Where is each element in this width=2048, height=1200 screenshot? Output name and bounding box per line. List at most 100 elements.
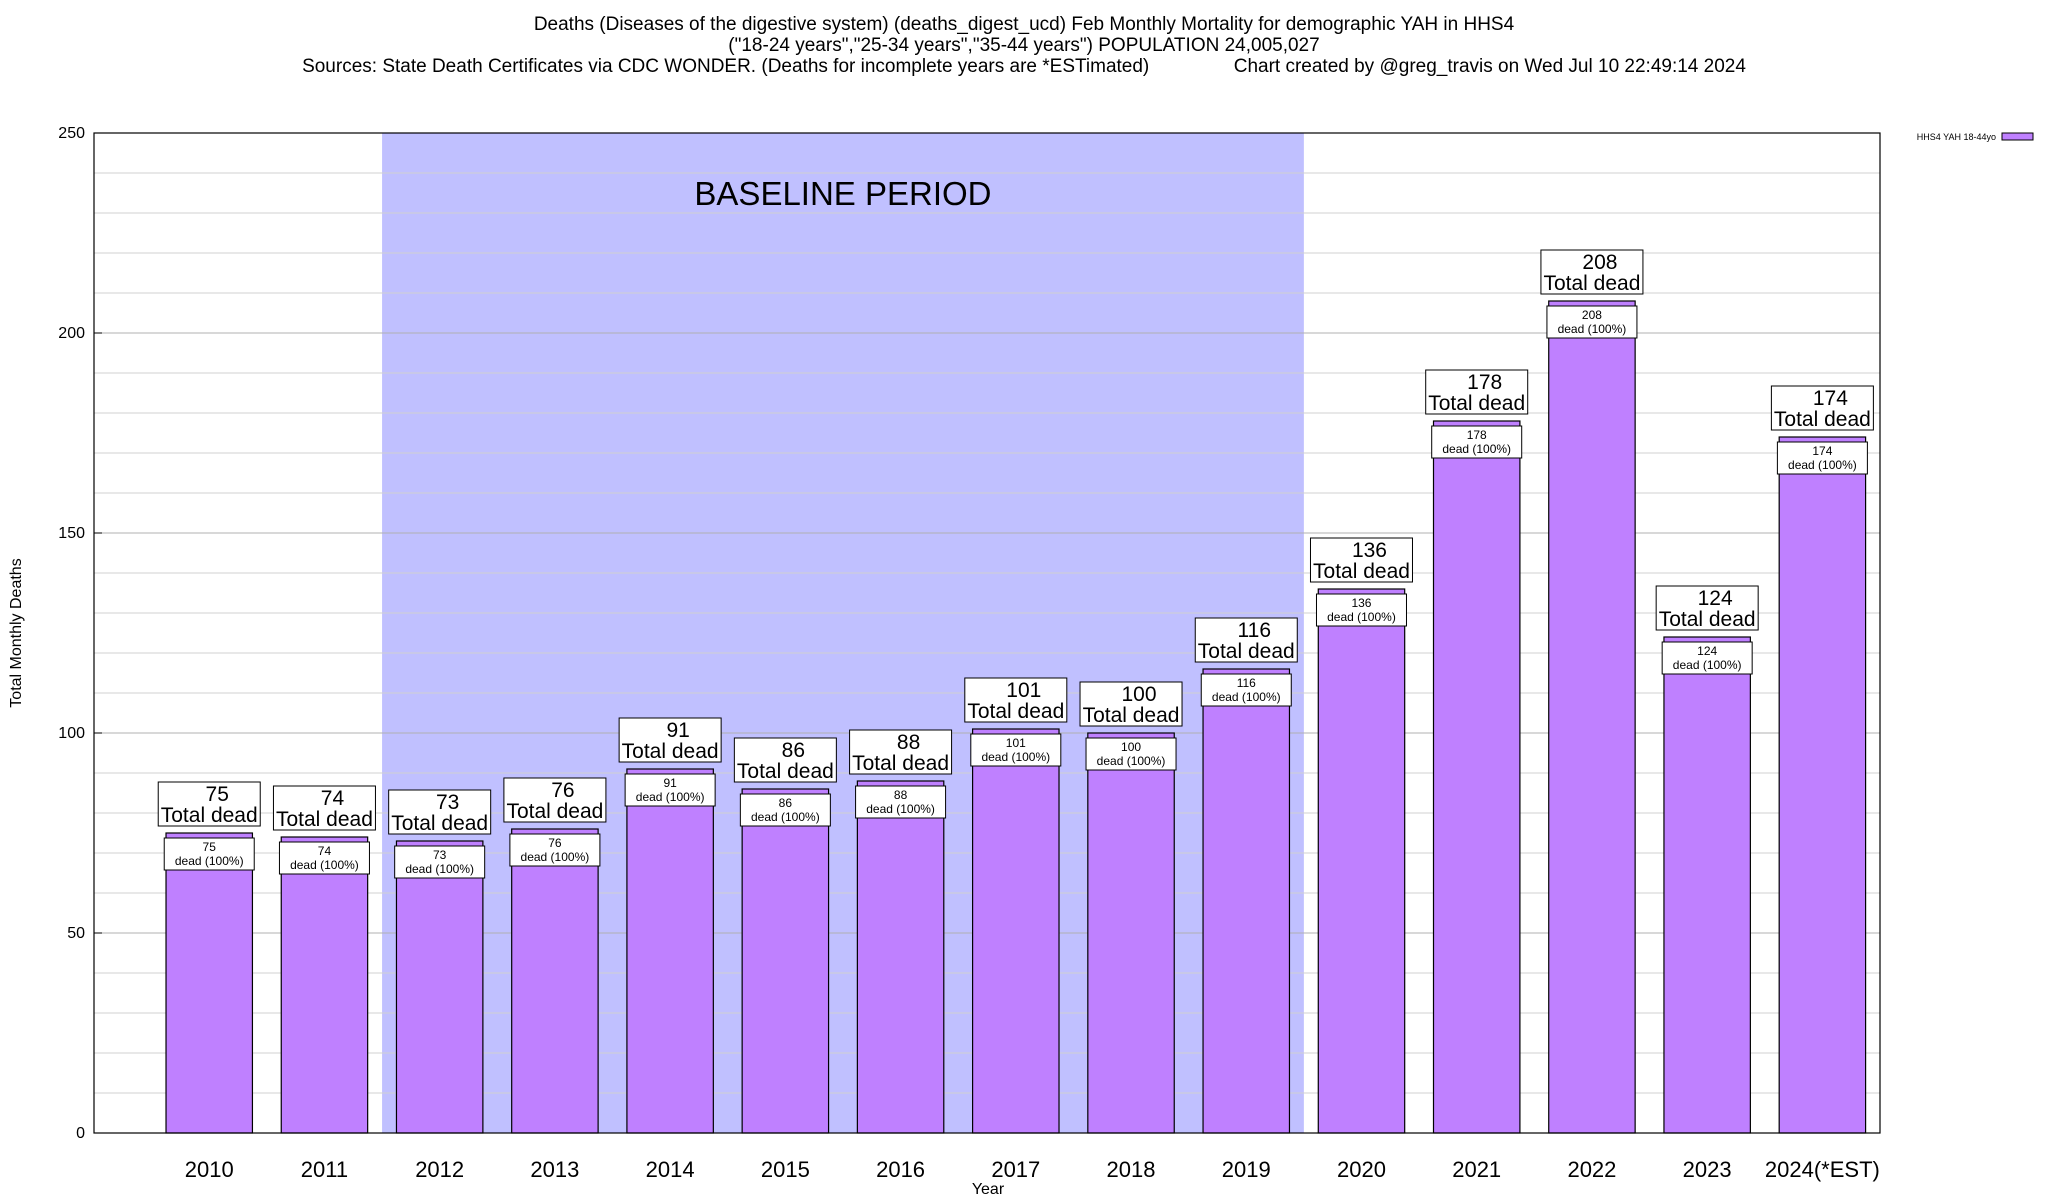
bar-inner-suffix: dead (100%): [1097, 754, 1166, 768]
bar: [511, 828, 599, 1134]
bar-inner-value: 124: [1697, 644, 1717, 658]
bar-total-value: 101: [1006, 679, 1041, 702]
bar-total-text: Total dead: [1428, 392, 1525, 415]
bar-inner-value: 136: [1351, 596, 1371, 610]
x-tick-label: 2017: [991, 1157, 1040, 1182]
bar-total-value: 75: [206, 783, 229, 806]
bar-total-value: 178: [1467, 371, 1502, 394]
bar-total-value: 74: [321, 787, 345, 810]
bar-total-value: 174: [1813, 387, 1848, 410]
y-axis: 0 50 100 150 200 250: [58, 125, 102, 1142]
bar-inner-label-box: [509, 833, 601, 867]
bar-inner-label-box: [855, 785, 947, 819]
x-tick-label: 2021: [1452, 1157, 1501, 1182]
bar-total-label-box: [1194, 617, 1298, 663]
bar-total-text: Total dead: [1543, 272, 1640, 295]
bar-inner-label-box: [1085, 737, 1177, 771]
bar-total-label-box: [618, 717, 722, 763]
bar: [741, 788, 830, 1134]
bar-inner-suffix: dead (100%): [521, 850, 590, 864]
x-tick-label: 2015: [761, 1157, 810, 1182]
bar-inner-suffix: dead (100%): [636, 790, 705, 804]
bar-inner-value: 88: [894, 788, 908, 802]
bar-total-value: 88: [897, 731, 920, 754]
bar-inner-value: 116: [1237, 676, 1256, 690]
bar-total-text: Total dead: [1083, 704, 1180, 727]
bar-inner-label-box: [1200, 673, 1292, 707]
x-tick-label: 2018: [1107, 1157, 1156, 1182]
baseline-label: BASELINE PERIOD: [694, 175, 991, 212]
x-axis: 2010 2011 2012 2013 2014 2015 2016 2017 2018 2019…: [185, 1157, 1880, 1182]
bar-inner-label-box: [1315, 593, 1407, 627]
bar-inner-label-box: [278, 841, 370, 875]
bar-inner-suffix: dead (100%): [405, 862, 474, 876]
x-axis-title: Year: [972, 1181, 1005, 1198]
chart-header: Deaths (Diseases of the digestive system…: [0, 14, 2048, 77]
bar-total-label-box: [1770, 385, 1874, 431]
chart-sources: Sources: State Death Certificates via CD…: [302, 56, 1746, 77]
legend-swatch: [2001, 132, 2034, 141]
bar-total-value: 86: [782, 739, 805, 762]
bar-inner-suffix: dead (100%): [1788, 458, 1857, 472]
y-tick-label: 250: [58, 125, 85, 142]
bar-inner-value: 101: [1006, 736, 1026, 750]
bar-inner-value: 86: [779, 796, 793, 810]
bar-inner-label-box: [624, 773, 716, 807]
bar-total-label-box: [272, 785, 376, 831]
bar-total-text: Total dead: [967, 700, 1064, 723]
bar: [1202, 668, 1291, 1134]
bar-total-label-box: [1425, 369, 1529, 415]
bar-total-value: 100: [1122, 683, 1157, 706]
bar: [1663, 636, 1751, 1134]
legend: HHS4 YAH 18-44yo: [1917, 132, 2034, 142]
bar-total-label-box: [1079, 681, 1183, 727]
x-tick-label: 2011: [301, 1157, 348, 1182]
bar: [626, 768, 714, 1134]
y-tick-label: 50: [67, 925, 85, 942]
bar-inner-value: 174: [1812, 444, 1832, 458]
bar-inner-value: 100: [1121, 740, 1141, 754]
bar: [1317, 588, 1406, 1134]
bar-inner-value: 91: [663, 776, 677, 790]
bar-total-label-box: [388, 789, 492, 835]
bar-total-value: 91: [666, 719, 689, 742]
bar-inner-label-box: [1546, 305, 1638, 339]
x-tick-label: 2024(*EST): [1765, 1157, 1880, 1182]
y-tick-label: 150: [58, 525, 85, 542]
bar-inner-label-box: [970, 733, 1062, 767]
bar-inner-suffix: dead (100%): [981, 750, 1050, 764]
x-tick-label: 2019: [1222, 1157, 1271, 1182]
x-tick-label: 2020: [1337, 1157, 1386, 1182]
bar-total-text: Total dead: [1659, 608, 1756, 631]
bar: [1087, 732, 1175, 1134]
bar-total-value: 76: [551, 779, 574, 802]
chart-title: Deaths (Diseases of the digestive system…: [533, 14, 1515, 35]
bar-total-text: Total dead: [276, 808, 373, 831]
x-tick-label: 2012: [415, 1157, 464, 1182]
bar-inner-value: 178: [1467, 428, 1487, 442]
bar: [1548, 300, 1636, 1134]
bar: [395, 840, 484, 1134]
bar-total-label-box: [157, 781, 261, 827]
y-axis-title: Total Monthly Deaths: [8, 558, 25, 707]
bar-total-label-box: [1540, 249, 1644, 295]
bar-total-text: Total dead: [737, 760, 834, 783]
x-tick-label: 2016: [876, 1157, 925, 1182]
bar-inner-value: 208: [1582, 308, 1602, 322]
bar-inner-suffix: dead (100%): [1558, 322, 1627, 336]
bar-inner-value: 73: [433, 848, 447, 862]
bar-inner-suffix: dead (100%): [290, 858, 359, 872]
bar-inner-label-box: [163, 837, 255, 871]
bar-inner-suffix: dead (100%): [175, 854, 244, 868]
bar-total-text: Total dead: [161, 804, 258, 827]
x-tick-label: 2010: [185, 1157, 234, 1182]
bar-inner-suffix: dead (100%): [1212, 690, 1281, 704]
chart-subtitle: ("18-24 years","25-34 years","35-44 year…: [728, 35, 1320, 56]
y-tick-label: 200: [58, 325, 85, 342]
bar-inner-suffix: dead (100%): [866, 802, 935, 816]
bar-inner-label-box: [739, 793, 831, 827]
bar-total-value: 124: [1698, 587, 1733, 610]
bar-inner-label-box: [1776, 441, 1868, 475]
legend-label: HHS4 YAH 18-44yo: [1917, 132, 1996, 142]
